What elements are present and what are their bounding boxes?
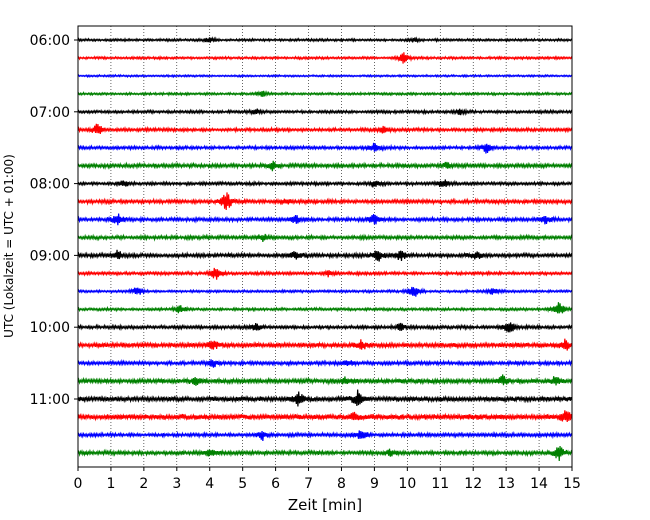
- y-tick-label: 10:00: [30, 320, 70, 336]
- trace-1130: [77, 430, 573, 442]
- trace-1000: [77, 322, 573, 333]
- trace-0945: [77, 302, 573, 314]
- trace-0915: [77, 267, 573, 280]
- x-axis: 0 1 2 3 4 5 6 7 8 9 10 11 12 13 14 15: [74, 467, 581, 492]
- x-tick-label: 6: [271, 476, 280, 492]
- x-tick-label: 13: [497, 476, 515, 492]
- x-tick-label: 8: [337, 476, 346, 492]
- y-tick-label: 07:00: [30, 105, 70, 121]
- trace-0615: [77, 52, 573, 64]
- x-tick-label: 14: [530, 476, 548, 492]
- trace-1015: [77, 338, 573, 351]
- trace-1115: [77, 410, 573, 422]
- x-tick-label: 9: [370, 476, 379, 492]
- trace-0930: [77, 286, 573, 297]
- y-axis: 06:00 07:00 08:00 09:00 10:00 11:00: [30, 33, 78, 408]
- trace-0800: [77, 179, 573, 188]
- seismic-traces: [77, 36, 573, 461]
- trace-0730: [77, 142, 573, 154]
- trace-0715: [77, 123, 573, 135]
- y-axis-label: UTC (Lokalzeit = UTC + 01:00): [2, 154, 16, 338]
- trace-0900: [77, 249, 573, 262]
- y-tick-label: 08:00: [30, 177, 70, 193]
- x-tick-label: 4: [205, 476, 214, 492]
- y-tick-label: 09:00: [30, 248, 70, 264]
- x-tick-label: 10: [398, 476, 416, 492]
- x-tick-label: 7: [304, 476, 313, 492]
- x-tick-label: 0: [74, 476, 83, 492]
- y-tick-label: 06:00: [30, 33, 70, 49]
- trace-0830: [77, 213, 573, 226]
- x-tick-label: 1: [106, 476, 115, 492]
- x-tick-label: 15: [563, 476, 581, 492]
- trace-0815: [77, 192, 573, 211]
- trace-0845: [77, 233, 573, 243]
- x-tick-label: 2: [139, 476, 148, 492]
- plot-frame: [77, 25, 573, 468]
- trace-1030: [77, 358, 573, 368]
- x-axis-label: Zeit [min]: [288, 496, 362, 514]
- trace-0600: [77, 36, 573, 44]
- x-tick-label: 3: [172, 476, 181, 492]
- x-tick-label: 5: [238, 476, 247, 492]
- trace-1145: [77, 446, 573, 461]
- trace-0630: [77, 73, 573, 79]
- plot-background: [78, 26, 572, 467]
- trace-0745: [77, 160, 573, 172]
- trace-1100: [77, 389, 573, 407]
- trace-0645: [77, 90, 573, 98]
- trace-0700: [77, 107, 573, 117]
- y-tick-label: 11:00: [30, 392, 70, 408]
- x-tick-label: 11: [431, 476, 449, 492]
- x-tick-label: 12: [464, 476, 482, 492]
- trace-1045: [77, 374, 573, 386]
